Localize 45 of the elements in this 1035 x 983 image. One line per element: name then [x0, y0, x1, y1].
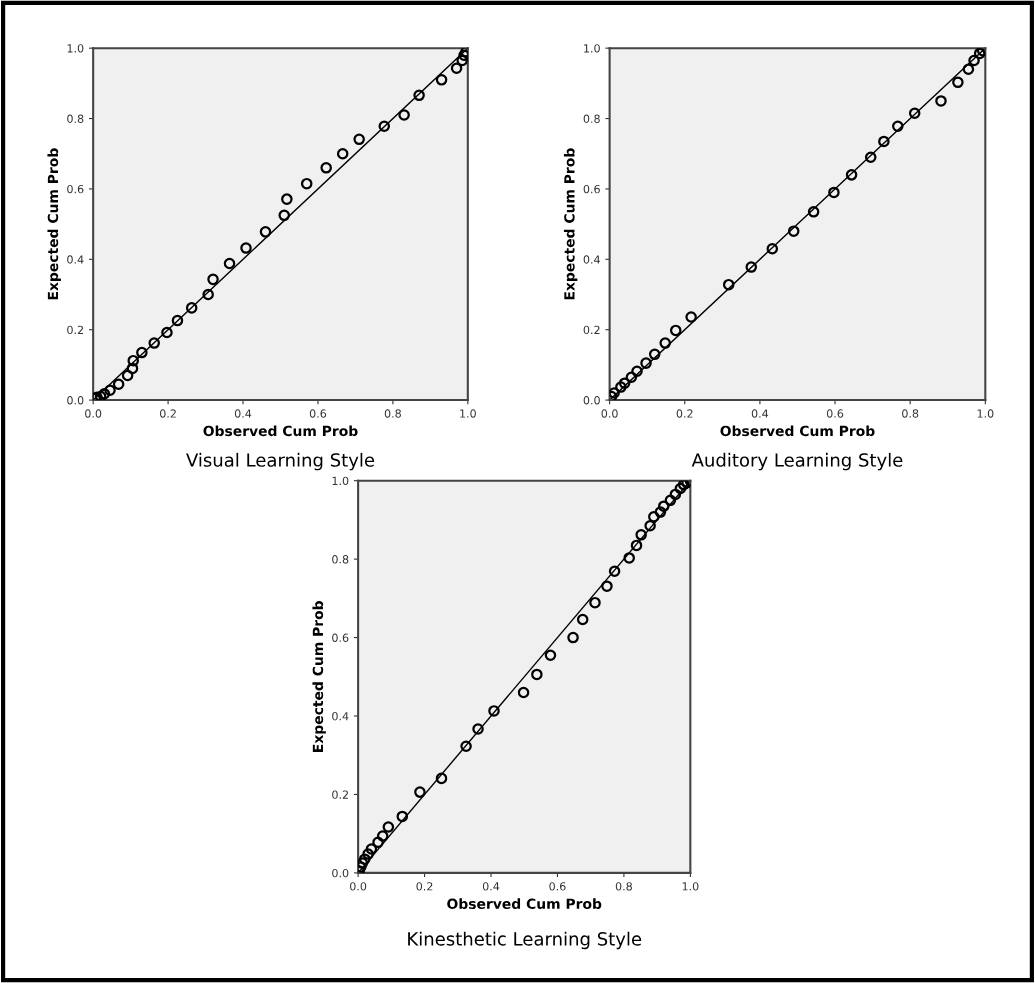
x-tick-label: 0.8	[384, 409, 401, 418]
y-tick-label: 0.0	[332, 868, 349, 878]
x-axis-title: Observed Cum Prob	[447, 898, 602, 909]
y-axis-title: Expected Cum Prob	[47, 148, 61, 300]
x-tick-label: 0.6	[549, 882, 566, 891]
y-tick-label: 0.2	[67, 325, 84, 335]
x-tick-label: 0.4	[482, 882, 500, 891]
x-tick-label: 0.8	[615, 882, 632, 891]
x-tick-label: 0.0	[85, 409, 102, 418]
x-tick-label: 0.4	[751, 409, 769, 418]
x-tick-label: 0.2	[416, 882, 433, 891]
x-tick-label: 0.6	[309, 409, 327, 418]
x-tick-label: 0.2	[159, 409, 176, 418]
x-tick-label: 1.0	[682, 882, 699, 891]
x-tick-label: 0.0	[601, 409, 618, 418]
y-tick-label: 0.2	[332, 790, 348, 799]
x-tick-label: 1.0	[977, 409, 994, 418]
text: Auditory Learning Style	[691, 452, 903, 471]
x-tick-label: 0.2	[676, 409, 693, 418]
text: Kinesthetic Learning Style	[408, 931, 642, 950]
y-tick-label: 0.0	[583, 396, 600, 405]
y-tick-label: 0.6	[67, 184, 84, 194]
y-tick-label: 0.6	[332, 633, 349, 642]
y-tick-label: 0.8	[583, 114, 600, 123]
y-tick-label: 0.4	[67, 255, 84, 264]
y-tick-label: 0.4	[583, 255, 600, 264]
y-tick-label: 0.4	[332, 711, 349, 721]
text: Visual Learning Style	[186, 452, 375, 471]
y-axis-title: Expected Cum Prob	[563, 148, 578, 300]
x-axis-title: Observed Cum Prob	[720, 425, 875, 437]
x-tick-label: 0.8	[902, 409, 919, 418]
y-tick-label: 1.0	[332, 476, 349, 486]
y-tick-label: 0.6	[583, 184, 600, 194]
y-tick-label: 0.8	[332, 555, 349, 564]
y-tick-label: 1.0	[584, 44, 600, 53]
y-axis-title: Expected Cum Prob	[312, 601, 326, 752]
y-tick-label: 0.2	[583, 325, 600, 335]
y-tick-label: 0.8	[67, 114, 84, 123]
y-tick-label: 1.0	[67, 44, 84, 53]
x-tick-label: 0.4	[234, 409, 252, 418]
x-tick-label: 0.0	[350, 882, 367, 891]
x-tick-label: 1.0	[460, 409, 476, 418]
x-tick-label: 0.6	[826, 409, 844, 418]
y-tick-label: 0.0	[67, 396, 84, 405]
x-axis-title: Observed Cum Prob	[203, 425, 358, 437]
